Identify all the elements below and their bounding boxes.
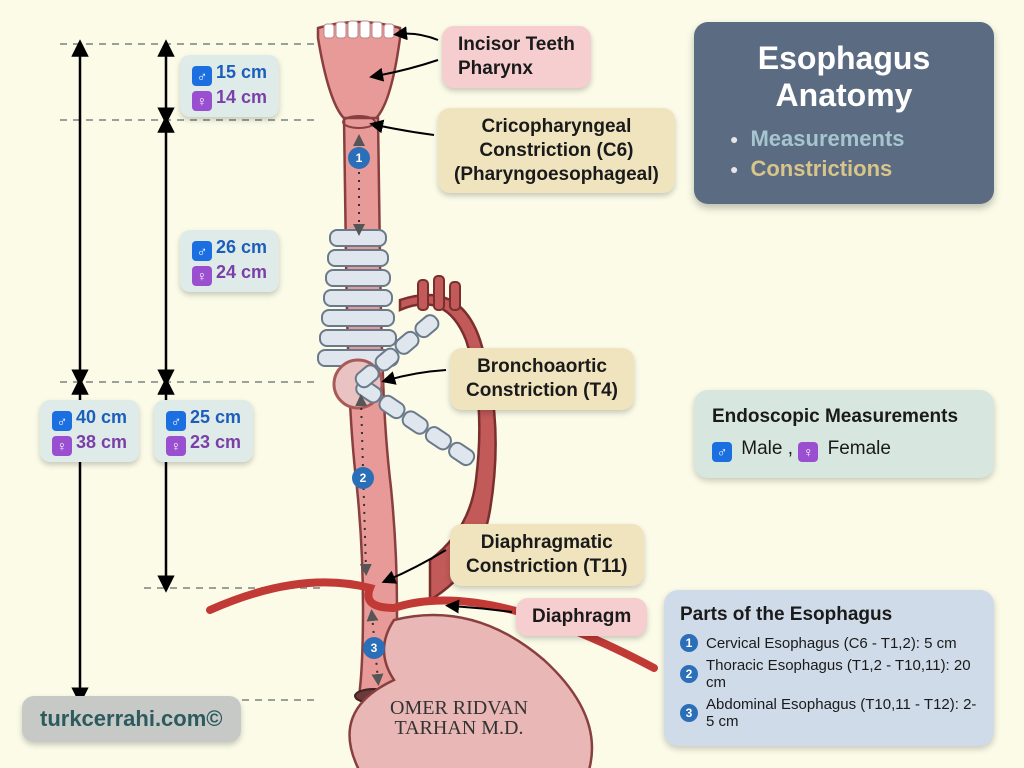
male-icon: ♂ bbox=[712, 442, 732, 462]
female-icon: ♀ bbox=[798, 442, 818, 462]
label-diaphragm: Diaphragm bbox=[516, 598, 647, 636]
female-icon: ♀ bbox=[166, 436, 186, 456]
female-icon: ♀ bbox=[52, 436, 72, 456]
svg-text:2: 2 bbox=[360, 471, 367, 485]
title-line1: Esophagus bbox=[716, 40, 972, 77]
subtitle-measurements: Measurements bbox=[730, 126, 972, 152]
author-signature: OMER RIDVAN TARHAN M.D. bbox=[390, 698, 528, 738]
male-icon: ♂ bbox=[52, 411, 72, 431]
part-dot-1: 1 bbox=[680, 634, 698, 652]
credit-badge: turkcerrahi.com© bbox=[22, 696, 241, 742]
stomach bbox=[350, 615, 592, 768]
label-bronchoaortic: Bronchoaortic Constriction (T4) bbox=[450, 348, 634, 410]
meas-seg3: ♂40 cm ♀38 cm bbox=[40, 400, 139, 462]
legend-box: Endoscopic Measurements ♂ Male , ♀ Femal… bbox=[694, 390, 994, 478]
female-icon: ♀ bbox=[192, 91, 212, 111]
part-dot-3: 3 bbox=[680, 704, 698, 722]
title-line2: Anatomy bbox=[716, 77, 972, 114]
male-icon: ♂ bbox=[192, 66, 212, 86]
male-icon: ♂ bbox=[166, 411, 186, 431]
male-icon: ♂ bbox=[192, 241, 212, 261]
part-dot-2: 2 bbox=[680, 665, 698, 683]
meas-seg1: ♂15 cm ♀14 cm bbox=[180, 55, 279, 117]
label-cricopharyngeal: Cricopharyngeal Constriction (C6) (Phary… bbox=[438, 108, 675, 193]
svg-text:1: 1 bbox=[356, 151, 363, 165]
meas-seg2: ♂26 cm ♀24 cm bbox=[180, 230, 279, 292]
meas-seg4: ♂25 cm ♀23 cm bbox=[154, 400, 253, 462]
title-box: Esophagus Anatomy Measurements Constrict… bbox=[694, 22, 994, 204]
subtitle-constrictions: Constrictions bbox=[730, 156, 972, 182]
parts-title: Parts of the Esophagus bbox=[680, 604, 978, 626]
trachea bbox=[318, 230, 477, 468]
legend-title: Endoscopic Measurements bbox=[712, 406, 976, 428]
parts-box: Parts of the Esophagus 1Cervical Esophag… bbox=[664, 590, 994, 746]
label-incisor-pharynx: Incisor Teeth Pharynx bbox=[442, 26, 591, 88]
svg-text:3: 3 bbox=[371, 641, 378, 655]
label-diaphragmatic: Diaphragmatic Constriction (T11) bbox=[450, 524, 644, 586]
female-icon: ♀ bbox=[192, 266, 212, 286]
